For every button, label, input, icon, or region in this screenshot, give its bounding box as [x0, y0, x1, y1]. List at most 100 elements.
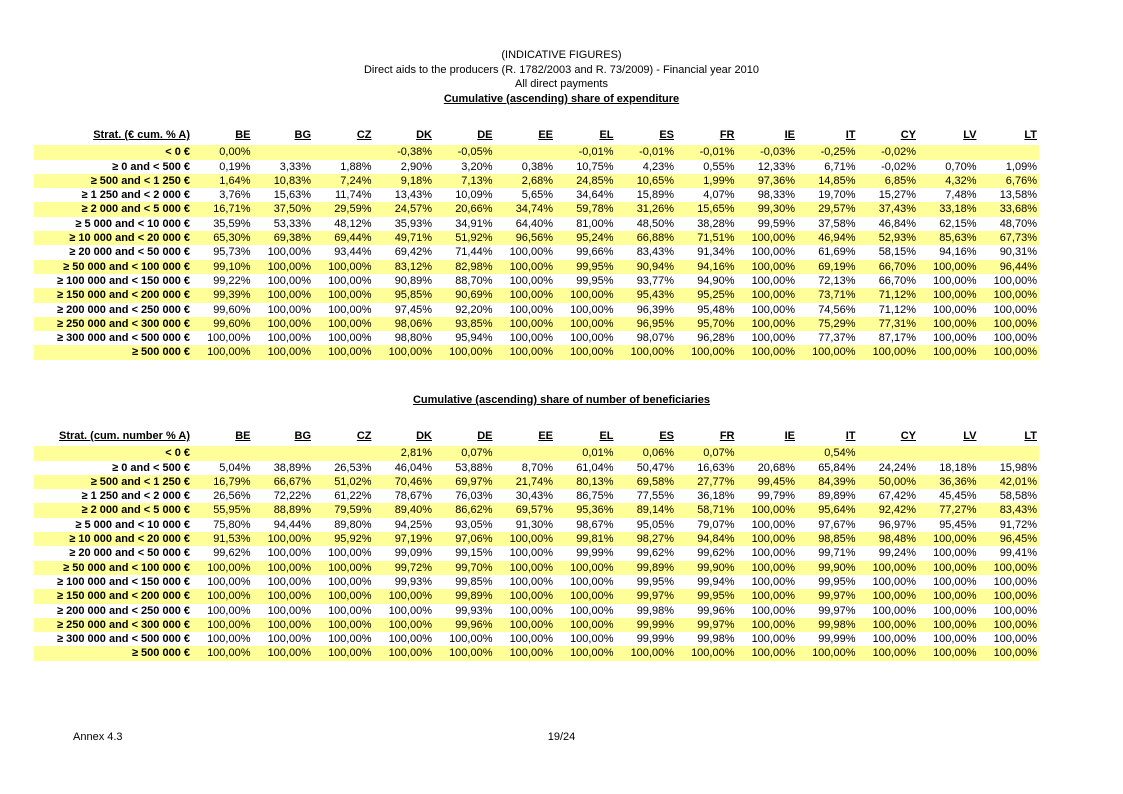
beneficiaries-share-table: Strat. (cum. number % A) BE BG CZ DK DE EE EL E… [34, 429, 1039, 661]
value-cell: 99,99% [576, 547, 614, 560]
value-cell: 100,00% [918, 532, 979, 547]
value-cell: 100,00% [373, 589, 434, 604]
value-cell: 99,89% [615, 560, 676, 575]
value-cell: 99,59% [757, 217, 795, 230]
value-cell: 99,90% [797, 560, 858, 575]
value-cell [857, 446, 918, 461]
value-cell: 95,48% [697, 303, 735, 316]
value-cell: 100,00% [751, 518, 795, 531]
value-cell: 69,38% [252, 231, 313, 246]
value-cell: 34,91% [455, 217, 493, 230]
value-cell: 97,06% [434, 532, 495, 547]
row-label: ≥ 1 250 and < 2 000 € [81, 189, 190, 202]
value-cell [736, 446, 797, 461]
value-cell: 3,76% [219, 189, 251, 202]
row-label: ≥ 10 000 and < 20 000 € [34, 231, 192, 246]
value-cell: 48,12% [334, 217, 372, 230]
value-cell: 89,14% [615, 503, 676, 518]
table-row: < 0 €0,00% -0,38% -0,05% -0,01% -0,01% -0,01%… [34, 145, 1039, 160]
value-cell: 36,18% [697, 490, 735, 503]
value-cell: 4,07% [703, 189, 735, 202]
value-cell: 30,43% [515, 490, 553, 503]
value-cell: 99,97% [676, 617, 737, 633]
value-cell: 100,00% [676, 345, 737, 360]
value-cell: 100,00% [313, 316, 374, 332]
value-cell: 100,00% [872, 575, 916, 588]
value-cell: 95,94% [455, 332, 493, 345]
value-cell: 100,00% [918, 345, 979, 360]
value-cell: 24,85% [555, 173, 616, 189]
table-row: ≥ 300 000 and < 500 000 € 100,00% 100,00% 1… [34, 632, 1039, 646]
value-cell: 7,24% [313, 173, 374, 189]
value-cell: 100,00% [509, 303, 553, 316]
value-cell: 100,00% [373, 345, 434, 360]
expenditure-table-title: Cumulative (ascending) share of expendit… [443, 92, 680, 105]
value-cell: 98,80% [394, 332, 432, 345]
value-cell: 71,12% [857, 288, 918, 303]
value-cell: 51,92% [434, 231, 495, 246]
value-cell: 90,94% [615, 259, 676, 274]
header-line-regulation: Direct aids to the producers (R. 1782/20… [363, 63, 759, 76]
value-cell: 19,70% [818, 189, 856, 202]
value-cell: 8,70% [521, 461, 553, 474]
value-cell: 100,00% [328, 633, 372, 646]
value-cell: 50,00% [857, 474, 918, 490]
value-cell: 61,22% [334, 490, 372, 503]
value-cell: 100,00% [570, 633, 614, 646]
country-header: EE [538, 129, 553, 141]
value-cell: 34,74% [494, 202, 555, 217]
value-cell: 95,85% [373, 288, 434, 303]
value-cell: 99,99% [615, 617, 676, 633]
value-cell: 0,01% [555, 446, 616, 461]
value-cell: 95,36% [555, 503, 616, 518]
value-cell: 100,00% [570, 332, 614, 345]
value-cell: 35,93% [394, 217, 432, 230]
value-cell: 15,27% [878, 189, 916, 202]
value-cell: 15,89% [636, 189, 674, 202]
value-cell: 53,88% [455, 461, 493, 474]
table-row: ≥ 500 and < 1 250 €1,64% 10,83% 7,24% 9,18%… [34, 173, 1039, 189]
value-cell: 100,00% [555, 288, 616, 303]
value-cell: 100,00% [555, 345, 616, 360]
value-cell: 67,42% [878, 490, 916, 503]
value-cell: 73,71% [797, 288, 858, 303]
value-cell: 99,93% [394, 575, 432, 588]
value-cell: 100,00% [751, 274, 795, 287]
value-cell: -0,01% [615, 145, 676, 160]
value-cell: 2,81% [373, 446, 434, 461]
country-header: BG [294, 129, 312, 141]
value-cell: 100,00% [494, 316, 555, 332]
value-cell: 100,00% [570, 575, 614, 588]
value-cell: 100,00% [918, 617, 979, 633]
value-cell: 100,00% [267, 303, 311, 316]
value-cell: 72,13% [818, 274, 856, 287]
value-cell: 100,00% [388, 633, 432, 646]
value-cell: 70,46% [373, 474, 434, 490]
value-cell: 38,28% [697, 217, 735, 230]
value-cell: 99,81% [555, 532, 616, 547]
value-cell: 6,71% [824, 160, 856, 173]
value-cell: 99,10% [192, 259, 253, 274]
value-cell: 13,43% [394, 189, 432, 202]
country-header: IT [845, 430, 856, 442]
value-cell: 100,00% [918, 316, 979, 332]
table-row: ≥ 2 000 and < 5 000 €16,71% 37,50% 29,59% 2… [34, 202, 1039, 217]
value-cell: 72,22% [273, 490, 311, 503]
value-cell: 93,05% [455, 518, 493, 531]
value-cell: 79,59% [313, 503, 374, 518]
table-row: ≥ 10 000 and < 20 000 €65,30% 69,38% 69,44… [34, 231, 1039, 246]
value-cell: 99,97% [818, 604, 856, 617]
table-row: ≥ 2 000 and < 5 000 €55,95% 88,89% 79,59% 8… [34, 503, 1039, 518]
table-row: ≥ 500 and < 1 250 €16,79% 66,67% 51,02% 70,… [34, 474, 1039, 490]
country-header: ES [659, 129, 674, 141]
row-label: ≥ 150 000 and < 200 000 € [34, 589, 192, 604]
value-cell: 78,67% [394, 490, 432, 503]
strat-header: Strat. (€ cum. % A) [93, 129, 190, 141]
value-cell: 99,95% [576, 274, 614, 287]
row-label: ≥ 10 000 and < 20 000 € [34, 532, 192, 547]
value-cell: 97,36% [736, 173, 797, 189]
value-cell: 7,48% [945, 189, 977, 202]
page-number: 19/24 [547, 731, 576, 743]
value-cell: 86,62% [434, 503, 495, 518]
value-cell: -0,01% [555, 145, 616, 160]
